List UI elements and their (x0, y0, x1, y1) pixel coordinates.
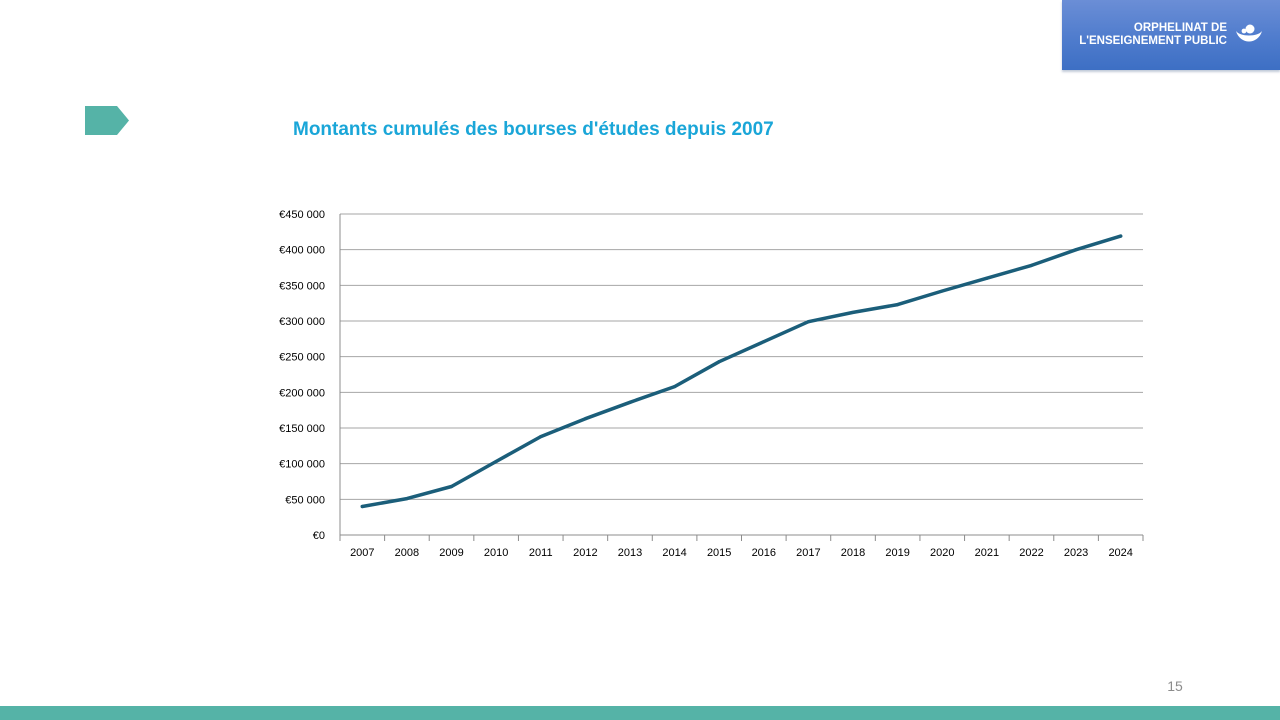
data-point (494, 459, 498, 464)
data-point (985, 276, 989, 280)
data-point (1074, 248, 1078, 252)
data-point (896, 302, 900, 307)
data-point (628, 400, 632, 404)
logo: ORPHELINAT DE L'ENSEIGNEMENT PUBLIC (1062, 0, 1280, 70)
logo-line-1: ORPHELINAT DE (1133, 22, 1227, 34)
data-point (806, 320, 811, 324)
y-tick-label: €450 000 (279, 209, 325, 221)
hands-icon (1236, 24, 1262, 42)
x-tick-label: 2013 (618, 547, 642, 559)
page-number: 15 (1167, 678, 1183, 694)
bottom-accent-bar (0, 706, 1280, 720)
x-tick-label: 2014 (662, 547, 686, 559)
data-point (940, 289, 944, 293)
y-tick-label: €200 000 (279, 387, 325, 399)
y-tick-label: €0 (313, 530, 325, 542)
x-tick-label: 2017 (796, 547, 820, 559)
data-point (1119, 234, 1123, 238)
x-tick-label: 2008 (395, 547, 419, 559)
y-tick-label: €250 000 (279, 352, 325, 364)
y-tick-label: €150 000 (279, 423, 325, 435)
data-point (405, 497, 409, 501)
x-tick-label: 2018 (841, 547, 865, 559)
data-point (762, 340, 766, 344)
x-tick-label: 2024 (1108, 547, 1132, 559)
x-tick-label: 2011 (529, 547, 553, 559)
data-point (717, 360, 721, 364)
section-tag-icon (85, 106, 129, 135)
logo-line-2: L'ENSEIGNEMENT PUBLIC (1079, 35, 1227, 47)
y-tick-label: €50 000 (285, 494, 325, 506)
y-tick-label: €400 000 (279, 245, 325, 257)
x-tick-label: 2012 (573, 547, 597, 559)
x-tick-label: 2009 (439, 547, 463, 559)
data-point (360, 504, 364, 509)
y-tick-label: €100 000 (279, 459, 325, 471)
slide-title: Montants cumulés des bourses d'études de… (293, 119, 774, 140)
x-tick-label: 2021 (975, 547, 999, 559)
y-tick-label: €300 000 (279, 316, 325, 328)
data-point (449, 484, 454, 489)
x-tick-label: 2022 (1019, 547, 1043, 559)
x-tick-label: 2023 (1064, 547, 1088, 559)
x-tick-label: 2007 (350, 547, 374, 559)
y-tick-label: €350 000 (279, 280, 325, 292)
series-line (360, 234, 1123, 509)
cumulative-scholarships-line-chart: €0 €50 000 €100 000 €150 000 €200 000 €250 00… (279, 209, 1144, 559)
x-tick-label: 2015 (707, 547, 731, 559)
data-point (583, 417, 587, 421)
data-point (539, 434, 543, 439)
x-tick-label: 2016 (752, 547, 776, 559)
x-tick-label: 2010 (484, 547, 508, 559)
data-point (851, 310, 855, 315)
data-point (672, 385, 677, 389)
data-point (1029, 263, 1034, 267)
logo-text: ORPHELINAT DE L'ENSEIGNEMENT PUBLIC (1079, 22, 1227, 48)
x-tick-label: 2020 (930, 547, 954, 559)
x-tick-label: 2019 (885, 547, 909, 559)
